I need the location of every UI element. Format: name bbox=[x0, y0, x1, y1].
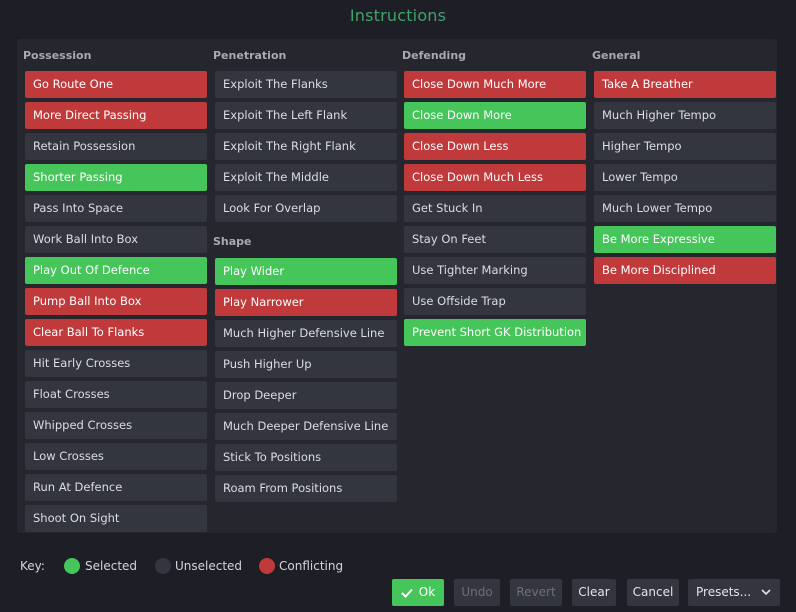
possession-instruction[interactable]: Hit Early Crosses bbox=[25, 350, 207, 377]
general-instruction[interactable]: Higher Tempo bbox=[594, 133, 776, 160]
ok-button[interactable]: Ok bbox=[392, 579, 444, 606]
shape-instruction[interactable]: Push Higher Up bbox=[215, 351, 397, 378]
defending-instruction[interactable]: Use Tighter Marking bbox=[404, 257, 586, 284]
penetration-instruction[interactable]: Exploit The Left Flank bbox=[215, 102, 397, 129]
unselected-dot-icon bbox=[155, 558, 171, 574]
defending-instruction[interactable]: Close Down Less bbox=[404, 133, 586, 160]
clear-button[interactable]: Clear bbox=[572, 579, 616, 606]
general-header: General bbox=[592, 49, 641, 62]
shape-header: Shape bbox=[213, 235, 252, 248]
shape-instruction[interactable]: Much Higher Defensive Line bbox=[215, 320, 397, 347]
general-instruction[interactable]: Take A Breather bbox=[594, 71, 776, 98]
general-instruction[interactable]: Be More Expressive bbox=[594, 226, 776, 253]
possession-instruction[interactable]: Pump Ball Into Box bbox=[25, 288, 207, 315]
possession-instruction[interactable]: Shorter Passing bbox=[25, 164, 207, 191]
shape-instruction[interactable]: Roam From Positions bbox=[215, 475, 397, 502]
key-selected-label: Selected bbox=[85, 559, 138, 573]
undo-button[interactable]: Undo bbox=[454, 579, 500, 606]
defending-instruction[interactable]: Stay On Feet bbox=[404, 226, 586, 253]
defending-instruction[interactable]: Use Offside Trap bbox=[404, 288, 586, 315]
defending-instruction[interactable]: Close Down More bbox=[404, 102, 586, 129]
possession-header: Possession bbox=[23, 49, 92, 62]
dialog-title: Instructions bbox=[349, 6, 447, 25]
penetration-header: Penetration bbox=[213, 49, 287, 62]
instructions-panel: Possession Go Route One More Direct Passi… bbox=[17, 39, 777, 533]
shape-instruction[interactable]: Drop Deeper bbox=[215, 382, 397, 409]
defending-header: Defending bbox=[402, 49, 467, 62]
key-conflicting-label: Conflicting bbox=[279, 559, 344, 573]
general-instruction[interactable]: Lower Tempo bbox=[594, 164, 776, 191]
penetration-instruction[interactable]: Exploit The Middle bbox=[215, 164, 397, 191]
possession-instruction[interactable]: Shoot On Sight bbox=[25, 505, 207, 532]
general-instruction[interactable]: Much Lower Tempo bbox=[594, 195, 776, 222]
possession-instruction[interactable]: Clear Ball To Flanks bbox=[25, 319, 207, 346]
possession-instruction[interactable]: More Direct Passing bbox=[25, 102, 207, 129]
defending-instruction[interactable]: Close Down Much Less bbox=[404, 164, 586, 191]
penetration-instruction[interactable]: Exploit The Flanks bbox=[215, 71, 397, 98]
presets-label: Presets... bbox=[696, 585, 752, 599]
possession-instruction[interactable]: Float Crosses bbox=[25, 381, 207, 408]
shape-instruction[interactable]: Much Deeper Defensive Line bbox=[215, 413, 397, 440]
possession-instruction[interactable]: Pass Into Space bbox=[25, 195, 207, 222]
checkmark-icon bbox=[401, 588, 413, 598]
defending-instruction[interactable]: Get Stuck In bbox=[404, 195, 586, 222]
possession-instruction[interactable]: Go Route One bbox=[25, 71, 207, 98]
presets-dropdown[interactable]: Presets... bbox=[688, 579, 780, 606]
revert-button[interactable]: Revert bbox=[510, 579, 562, 606]
defending-instruction[interactable]: Prevent Short GK Distribution bbox=[404, 319, 586, 346]
possession-instruction[interactable]: Whipped Crosses bbox=[25, 412, 207, 439]
general-instruction[interactable]: Much Higher Tempo bbox=[594, 102, 776, 129]
ok-label: Ok bbox=[418, 585, 436, 599]
selected-dot-icon bbox=[64, 558, 80, 574]
key-label: Key: bbox=[20, 559, 45, 573]
penetration-instruction[interactable]: Exploit The Right Flank bbox=[215, 133, 397, 160]
conflicting-dot-icon bbox=[259, 558, 275, 574]
cancel-button[interactable]: Cancel bbox=[627, 579, 679, 606]
possession-instruction[interactable]: Retain Possession bbox=[25, 133, 207, 160]
possession-instruction[interactable]: Low Crosses bbox=[25, 443, 207, 470]
general-instruction[interactable]: Be More Disciplined bbox=[594, 257, 776, 284]
key-unselected-label: Unselected bbox=[175, 559, 243, 573]
shape-instruction[interactable]: Stick To Positions bbox=[215, 444, 397, 471]
penetration-instruction[interactable]: Look For Overlap bbox=[215, 195, 397, 222]
possession-instruction[interactable]: Play Out Of Defence bbox=[25, 257, 207, 284]
possession-instruction[interactable]: Run At Defence bbox=[25, 474, 207, 501]
defending-instruction[interactable]: Close Down Much More bbox=[404, 71, 586, 98]
shape-instruction[interactable]: Play Wider bbox=[215, 258, 397, 285]
chevron-down-icon bbox=[761, 589, 771, 596]
possession-instruction[interactable]: Work Ball Into Box bbox=[25, 226, 207, 253]
shape-instruction[interactable]: Play Narrower bbox=[215, 289, 397, 316]
